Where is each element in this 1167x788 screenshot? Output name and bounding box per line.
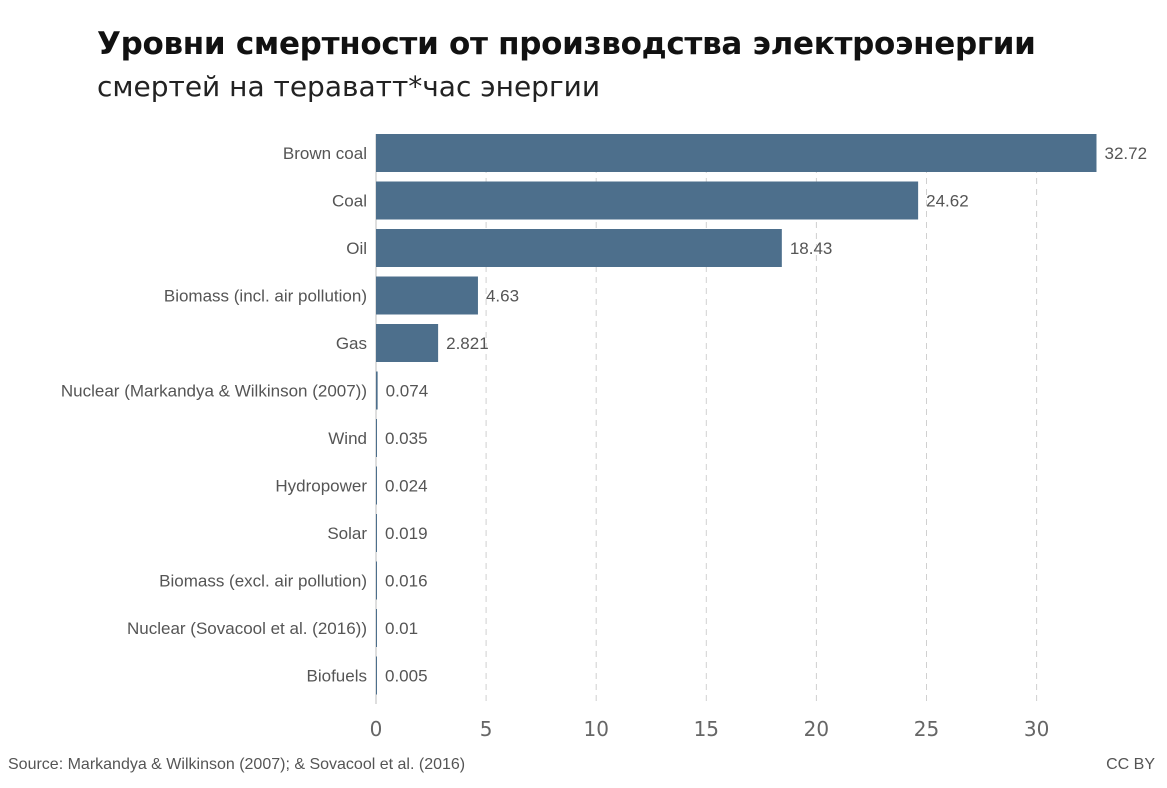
value-label: 2.821 [446,334,489,353]
labels: 0 5 10 15 20 25 30 Brown coal 32.72 Coal 24.62 Oil 1… [61,144,1147,741]
bar[interactable] [376,656,377,695]
value-label: 32.72 [1104,144,1147,163]
bar[interactable] [376,561,377,600]
value-label: 0.005 [385,667,428,686]
chart-title: Уровни смертности от производства электр… [97,26,1036,62]
x-tick-label: 30 [1024,717,1049,741]
category-label: Brown coal [283,144,367,163]
value-label: 0.019 [385,524,428,543]
category-label: Solar [327,524,367,543]
value-label: 0.074 [386,382,429,401]
license-link[interactable]: CC BY [1106,756,1155,773]
bar[interactable] [376,276,478,315]
bar[interactable] [376,466,377,505]
category-label: Gas [336,334,367,353]
category-label: Oil [346,239,367,258]
value-label: 0.01 [385,619,418,638]
x-tick-label: 10 [583,717,608,741]
value-label: 4.63 [486,287,519,306]
category-label: Nuclear (Sovacool et al. (2016)) [127,619,367,638]
category-label: Coal [332,192,367,211]
value-label: 0.035 [385,429,428,448]
bar[interactable] [376,229,782,267]
bar[interactable] [376,181,919,220]
category-label: Wind [328,429,367,448]
bar[interactable] [376,134,1097,172]
bar[interactable] [376,514,377,552]
value-label: 0.016 [385,572,428,591]
category-label: Biomass (incl. air pollution) [164,287,367,306]
bar[interactable] [376,324,439,362]
category-label: Biofuels [307,667,367,686]
category-label: Nuclear (Markandya & Wilkinson (2007)) [61,382,367,401]
value-label: 24.62 [926,192,969,211]
x-tick-label: 25 [914,717,939,741]
x-tick-label: 5 [480,717,493,741]
x-tick-label: 15 [694,717,719,741]
source-note: Source: Markandya & Wilkinson (2007); & … [8,756,466,773]
x-tick-label: 20 [804,717,829,741]
category-label: Biomass (excl. air pollution) [159,572,367,591]
bars [376,134,1097,695]
grid-lines [485,134,1038,704]
value-label: 18.43 [790,239,833,258]
value-label: 0.024 [385,477,428,496]
x-tick-label: 0 [370,717,383,741]
bar[interactable] [376,609,377,647]
category-label: Hydropower [275,477,367,496]
chart-subtitle: смертей на тераватт*час энергии [97,70,601,103]
bar[interactable] [376,371,378,410]
bar[interactable] [376,419,377,457]
